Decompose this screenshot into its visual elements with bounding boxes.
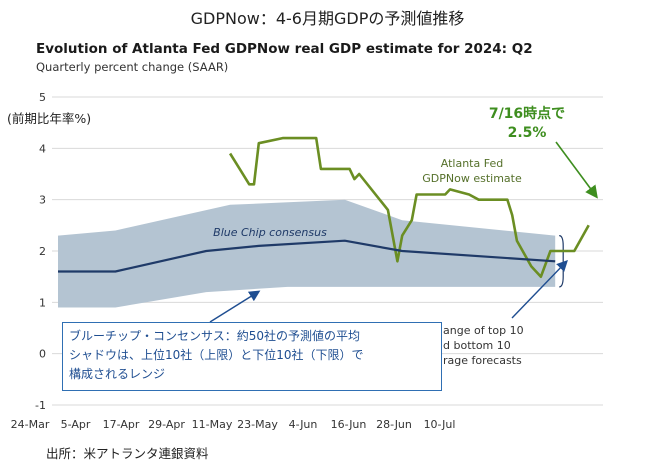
- x-tick-label: 24-Mar: [11, 418, 50, 431]
- consensus-callout-line-3: 構成されるレンジ: [69, 367, 166, 381]
- gdpnow-series-label: Atlanta Fed: [441, 157, 503, 170]
- y-tick-label: -1: [35, 399, 46, 412]
- page-title: GDPNow：4-6月期GDPの予測値推移: [190, 9, 465, 28]
- range-bracket: [559, 235, 564, 288]
- forecast-range-band: [58, 199, 564, 308]
- latest-estimate-label-line-2: 2.5%: [508, 125, 547, 141]
- x-tick-label: 17-Apr: [103, 418, 140, 431]
- gdpnow-series-label: GDPNow estimate: [422, 172, 522, 185]
- y-tick-label: 0: [39, 348, 46, 361]
- y-tick-label: 1: [39, 296, 46, 309]
- axis-ticks: 5 4 3 2 1 0 -1 24-Mar 5-Apr 17-Apr 29-Apr 11-May 23-…: [11, 91, 456, 431]
- series-lines: [58, 136, 590, 279]
- annotation-arrows: [209, 141, 598, 323]
- y-tick-label: 5: [39, 91, 46, 104]
- chart-title: Evolution of Atlanta Fed GDPNow real GDP…: [36, 41, 533, 57]
- latest-estimate-label-line-1: 7/16時点で: [489, 105, 565, 122]
- source-note: 出所：米アトランタ連銀資料: [46, 446, 209, 461]
- consensus-callout-line-2: シャドウは、上位10社（上限）と下位10社（下限）で: [69, 348, 364, 362]
- band-label-line: d bottom 10: [443, 339, 511, 352]
- band-label-line: rage forecasts: [443, 354, 522, 367]
- x-tick-label: 29-Apr: [148, 418, 185, 431]
- y-axis-unit-label: (前期比年率%): [7, 111, 92, 126]
- consensus-callout-line-1: ブルーチップ・コンセンサス：約50社の予測値の平均: [69, 329, 361, 343]
- y-tick-label: 3: [39, 194, 46, 207]
- consensus-callout-arrow-right: [511, 259, 568, 319]
- y-tick-label: 4: [39, 142, 46, 155]
- consensus-callout-arrow-left: [209, 290, 261, 323]
- x-tick-label: 28-Jun: [376, 418, 412, 431]
- blue-chip-series-line: [58, 239, 556, 273]
- series-labels: Atlanta Fed GDPNow estimate Blue Chip cons…: [213, 105, 565, 367]
- x-tick-label: 4-Jun: [289, 418, 318, 431]
- x-tick-label: 10-Jul: [424, 418, 456, 431]
- chart-subtitle: Quarterly percent change (SAAR): [36, 60, 229, 74]
- y-tick-label: 2: [39, 245, 46, 258]
- band-label-line: ange of top 10: [443, 324, 524, 337]
- gdpnow-series-line: [228, 136, 590, 279]
- x-tick-label: 5-Apr: [61, 418, 91, 431]
- forecast-range-shading: [58, 199, 556, 308]
- blue-chip-series-label: Blue Chip consensus: [213, 226, 327, 239]
- x-tick-label: 16-Jun: [331, 418, 367, 431]
- consensus-callout-box: ブルーチップ・コンセンサス：約50社の予測値の平均 シャドウは、上位10社（上限…: [62, 322, 442, 391]
- latest-estimate-arrow: [555, 141, 598, 199]
- x-tick-label: 11-May: [192, 418, 233, 431]
- x-tick-label: 23-May: [237, 418, 278, 431]
